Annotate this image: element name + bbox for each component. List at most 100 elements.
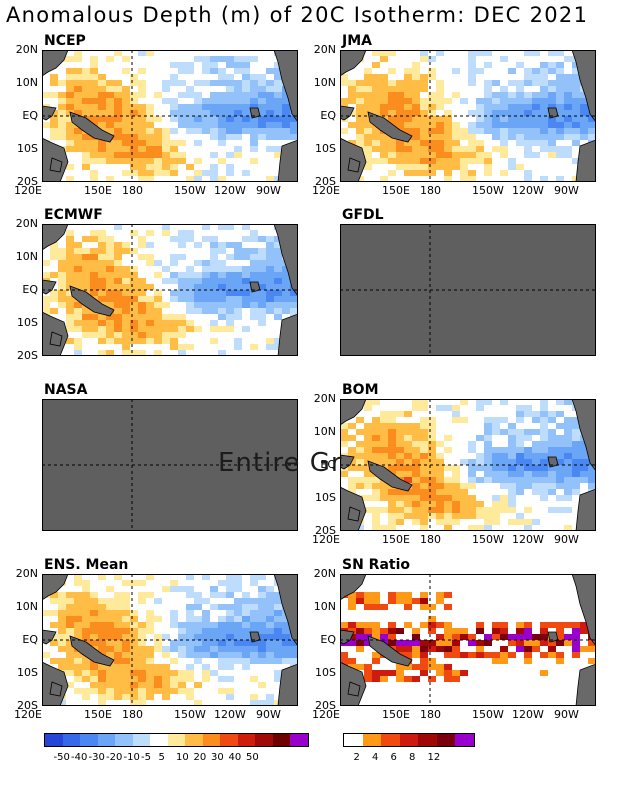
heatmap-cell — [380, 92, 389, 99]
heatmap-cell — [234, 278, 243, 285]
heatmap-cell — [404, 471, 413, 478]
heatmap-cell — [82, 574, 91, 581]
heatmap-cell — [364, 652, 373, 659]
heatmap-cell — [548, 646, 557, 653]
heatmap-cell — [444, 507, 453, 514]
heatmap-cell — [508, 152, 517, 159]
heatmap-cell — [348, 134, 357, 141]
heatmap-cell — [524, 423, 533, 430]
heatmap-cell — [90, 140, 99, 147]
heatmap-cell — [202, 688, 211, 695]
heatmap-cell — [444, 62, 453, 69]
heatmap-cell — [532, 658, 541, 665]
heatmap-cell — [162, 164, 171, 171]
heatmap-cell — [556, 146, 565, 153]
colorbar-swatch — [220, 734, 238, 746]
heatmap-cell — [404, 610, 413, 617]
heatmap-cell — [420, 417, 429, 424]
heatmap-cell — [50, 652, 59, 659]
heatmap-cell — [540, 98, 549, 105]
heatmap-cell — [234, 80, 243, 87]
heatmap-cell — [476, 122, 485, 129]
heatmap-cell — [74, 146, 83, 153]
heatmap-cell — [404, 152, 413, 159]
heatmap-cell — [396, 676, 405, 683]
heatmap-cell — [492, 483, 501, 490]
heatmap-cell — [380, 50, 389, 57]
heatmap-cell — [130, 580, 139, 587]
heatmap-cell — [340, 471, 349, 478]
heatmap-cell — [548, 435, 557, 442]
heatmap-cell — [444, 574, 453, 581]
heatmap-cell — [484, 574, 493, 581]
heatmap-cell — [162, 610, 171, 617]
heatmap-cell — [66, 236, 75, 243]
heatmap-cell — [242, 170, 251, 177]
heatmap-cell — [532, 146, 541, 153]
heatmap-cell — [452, 80, 461, 87]
heatmap-cell — [66, 574, 75, 581]
heatmap-cell — [388, 86, 397, 93]
heatmap-cell — [460, 634, 469, 641]
heatmap-cell — [476, 525, 485, 531]
heatmap-cell — [548, 664, 557, 671]
heatmap-cell — [82, 224, 91, 231]
heatmap-cell — [266, 254, 275, 261]
heatmap-cell — [388, 176, 397, 182]
heatmap-cell — [178, 164, 187, 171]
heatmap-cell — [380, 580, 389, 587]
heatmap-cell — [138, 272, 147, 279]
heatmap-cell — [154, 152, 163, 159]
colorbar-tick-label: -50 — [53, 752, 70, 763]
heatmap-cell — [202, 116, 211, 123]
heatmap-cell — [74, 628, 83, 635]
heatmap-cell — [162, 254, 171, 261]
heatmap-cell — [364, 116, 373, 123]
heatmap-cell — [74, 338, 83, 345]
heatmap-cell — [548, 453, 557, 460]
heatmap-cell — [412, 453, 421, 460]
heatmap-cell — [476, 68, 485, 75]
heatmap-cell — [476, 676, 485, 683]
lon-tick-label: 120E — [14, 184, 42, 197]
heatmap-cell — [516, 56, 525, 63]
heatmap-cell — [588, 116, 596, 123]
heatmap-cell — [162, 682, 171, 689]
heatmap-cell — [500, 598, 509, 605]
heatmap-cell — [170, 308, 179, 315]
heatmap-cell — [436, 134, 445, 141]
lon-tick-label: 150E — [382, 708, 410, 721]
heatmap-cell — [146, 640, 155, 647]
heatmap-cell — [98, 248, 107, 255]
heatmap-cell — [460, 98, 469, 105]
map-plot — [340, 224, 596, 356]
heatmap-cell — [484, 580, 493, 587]
heatmap-cell — [468, 525, 477, 531]
heatmap-cell — [404, 98, 413, 105]
heatmap-cell — [420, 134, 429, 141]
heatmap-cell — [348, 68, 357, 75]
heatmap-cell — [266, 122, 275, 129]
heatmap-cell — [436, 580, 445, 587]
heatmap-cell — [186, 272, 195, 279]
heatmap-cell — [460, 441, 469, 448]
heatmap-cell — [468, 640, 477, 647]
heatmap-cell — [274, 586, 283, 593]
heatmap-cell — [372, 507, 381, 514]
heatmap-cell — [74, 140, 83, 147]
panel-title: NCEP — [44, 33, 86, 49]
heatmap-cell — [460, 682, 469, 689]
heatmap-cell — [274, 272, 283, 279]
heatmap-cell — [396, 50, 405, 57]
heatmap-cell — [508, 110, 517, 117]
heatmap-cell — [170, 290, 179, 297]
heatmap-cell — [524, 56, 533, 63]
heatmap-cell — [226, 676, 235, 683]
heatmap-cell — [266, 86, 275, 93]
heatmap-cell — [444, 586, 453, 593]
heatmap-cell — [540, 694, 549, 701]
heatmap-cell — [114, 290, 123, 297]
heatmap-cell — [372, 110, 381, 117]
heatmap-cell — [524, 574, 533, 581]
heatmap-cell — [452, 574, 461, 581]
